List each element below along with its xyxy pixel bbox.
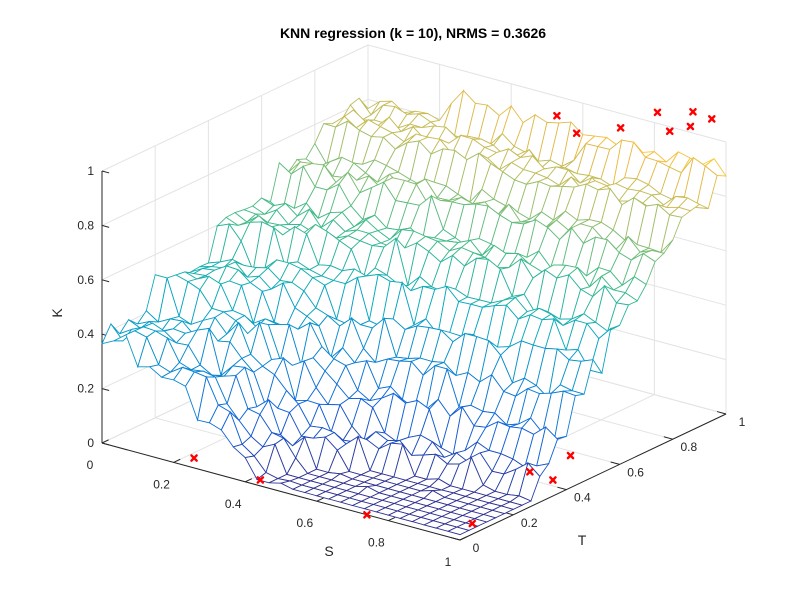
y-tick-label: 0.8 [680, 440, 697, 454]
z-tick-mark [101, 224, 110, 228]
z-tick-label: 0.8 [77, 218, 94, 232]
x-tick-mark [101, 439, 109, 444]
y-tick-mark [450, 537, 461, 541]
surface-mesh [101, 89, 727, 536]
z-axis-label: K [49, 308, 65, 318]
z-tick-mark [101, 279, 110, 283]
data-point-marker [468, 519, 477, 528]
x-axis-label: S [324, 543, 333, 559]
x-tick-mark [316, 497, 324, 502]
data-point-marker [256, 476, 265, 484]
y-axis-label: T [578, 532, 587, 548]
x-tick-mark [173, 458, 181, 463]
x-tick-label: 0.8 [368, 536, 385, 550]
data-point-marker [689, 107, 697, 116]
left-wall-grid-line [101, 98, 369, 226]
data-point-marker [549, 476, 557, 484]
data-markers [190, 107, 716, 528]
data-point-marker [526, 468, 534, 476]
data-point-marker [616, 124, 625, 132]
x-tick-mark [244, 478, 253, 483]
z-tick-mark [101, 388, 110, 392]
z-tick-mark [101, 442, 110, 446]
z-tick-label: 0.4 [77, 327, 94, 341]
z-tick-label: 1 [87, 164, 94, 178]
y-tick-label: 0.4 [574, 491, 591, 505]
data-point-marker [566, 451, 575, 460]
data-point-marker [686, 122, 695, 131]
surface-cell [446, 526, 471, 536]
data-point-marker [653, 108, 662, 117]
x-tick-mark [388, 516, 396, 522]
x-tick-label: 1 [445, 555, 452, 569]
y-tick-label: 0.6 [627, 465, 644, 479]
data-point-marker [707, 115, 716, 123]
y-tick-mark [663, 436, 673, 440]
x-tick-mark [459, 536, 467, 541]
x-tick-label: 0.4 [225, 497, 242, 511]
chart-title: KNN regression (k = 10), NRMS = 0.3626 [280, 25, 546, 41]
x-tick-label: 0.6 [296, 516, 313, 530]
y-tick-mark [610, 461, 620, 465]
y-tick-label: 1 [739, 415, 746, 429]
y-axis-line [459, 413, 727, 541]
back-wall-grid-line [367, 44, 727, 143]
data-point-marker [572, 129, 581, 138]
y-tick-label: 0.2 [521, 516, 538, 530]
x-axis-line [101, 442, 461, 541]
tick-labels: 0 0.2 0.4 0.6 0.8 1 0 0.2 0.4 0.6 0.8 1 0 0.2 0.4 0.6 0.… [77, 164, 745, 569]
data-point-marker [363, 510, 371, 519]
data-point-marker [553, 111, 561, 120]
z-tick-label: 0 [87, 436, 94, 450]
y-tick-mark [716, 411, 727, 415]
z-tick-mark [101, 170, 110, 174]
z-tick-label: 0.2 [77, 382, 94, 396]
x-tick-label: 0 [87, 458, 94, 472]
y-tick-label: 0 [473, 541, 480, 555]
x-tick-label: 0.2 [153, 477, 170, 491]
data-point-marker [665, 127, 674, 136]
left-wall-grid-line [101, 44, 369, 172]
y-tick-mark [557, 486, 567, 491]
z-tick-label: 0.6 [77, 273, 94, 287]
data-point-marker [190, 454, 198, 462]
